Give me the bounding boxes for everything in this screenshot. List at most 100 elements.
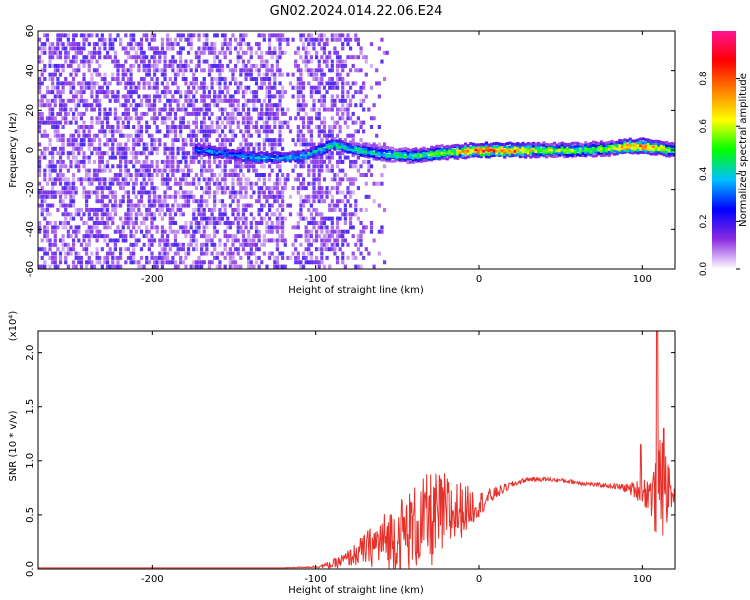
heatmap-cell	[79, 177, 84, 182]
heatmap-cell	[477, 146, 481, 150]
heatmap-cell	[241, 164, 246, 169]
heatmap-cell	[132, 46, 136, 51]
heatmap-cell	[111, 255, 115, 260]
heatmap-cell	[335, 255, 340, 260]
heatmap-cell	[119, 216, 123, 221]
heatmap-cell	[239, 85, 243, 90]
heatmap-cell	[223, 42, 227, 47]
heatmap-cell	[249, 194, 253, 199]
heatmap-cell	[299, 269, 302, 273]
heatmap-cell	[529, 151, 533, 155]
heatmap-cell	[132, 221, 136, 226]
heatmap-cell	[77, 90, 81, 95]
heatmap-cell	[163, 120, 167, 125]
heatmap-cell	[315, 260, 319, 265]
heatmap-cell	[257, 85, 261, 90]
heatmap-cell	[103, 212, 107, 217]
heatmap-cell	[163, 238, 167, 243]
heatmap-cell	[56, 177, 60, 182]
heatmap-cell	[257, 229, 261, 234]
heatmap-cell	[155, 207, 159, 212]
heatmap-cell	[215, 186, 219, 191]
heatmap-cell	[105, 81, 110, 86]
heatmap-cell	[445, 147, 449, 151]
heatmap-cell	[100, 186, 104, 191]
heatmap-cell	[325, 37, 329, 42]
heatmap-cell	[320, 199, 324, 204]
heatmap-cell	[304, 194, 308, 199]
heatmap-cell	[48, 90, 52, 95]
heatmap-cell	[121, 234, 125, 239]
heatmap-cell	[92, 98, 97, 103]
heatmap-cell	[40, 264, 44, 269]
heatmap-cell	[356, 142, 361, 146]
heatmap-cell	[98, 72, 102, 77]
heatmap-cell	[359, 125, 363, 130]
heatmap-cell	[301, 264, 306, 269]
heatmap-cell	[341, 177, 345, 182]
heatmap-cell	[207, 207, 212, 212]
heatmap-cell	[189, 111, 193, 116]
heatmap-cell	[186, 251, 191, 256]
spectrogram-y-tick-label: -20	[25, 181, 36, 197]
heatmap-cell	[244, 203, 248, 208]
heatmap-cell	[147, 94, 151, 99]
heatmap-cell	[294, 234, 298, 239]
heatmap-cell	[56, 120, 60, 125]
heatmap-cell	[338, 190, 342, 195]
heatmap-cell	[315, 238, 319, 243]
heatmap-cell	[192, 238, 196, 243]
heatmap-cell	[103, 72, 107, 77]
heatmap-cell	[119, 164, 123, 169]
heatmap-cell	[317, 159, 321, 164]
heatmap-cell	[155, 125, 159, 130]
heatmap-cell	[147, 42, 151, 47]
heatmap-cell	[74, 190, 78, 195]
heatmap-cell	[296, 111, 300, 116]
heatmap-cell	[359, 98, 363, 103]
heatmap-cell	[330, 133, 334, 138]
heatmap-cell	[320, 190, 324, 195]
heatmap-cell	[309, 255, 313, 260]
heatmap-cell	[416, 154, 421, 158]
heatmap-cell	[257, 68, 261, 73]
heatmap-cell	[166, 63, 170, 68]
heatmap-cell	[354, 164, 358, 169]
heatmap-cell	[111, 155, 115, 160]
heatmap-cell	[348, 177, 353, 182]
heatmap-cell	[71, 142, 76, 147]
heatmap-cell	[210, 98, 214, 103]
heatmap-cell	[58, 133, 63, 138]
heatmap-cell	[652, 148, 656, 152]
heatmap-cell	[166, 90, 170, 95]
heatmap-cell	[181, 225, 185, 230]
heatmap-cell	[445, 157, 449, 161]
heatmap-cell	[273, 146, 277, 151]
heatmap-cell	[602, 144, 606, 148]
heatmap-cell	[168, 242, 172, 247]
heatmap-cell	[359, 138, 363, 143]
heatmap-cell	[265, 212, 269, 217]
heatmap-cell	[48, 177, 52, 182]
heatmap-cell	[98, 207, 102, 212]
heatmap-cell	[202, 111, 206, 116]
heatmap-cell	[192, 85, 196, 90]
heatmap-cell	[220, 138, 225, 143]
heatmap-cell	[234, 207, 238, 212]
heatmap-cell	[257, 234, 261, 239]
heatmap-cell	[267, 77, 272, 82]
heatmap-cell	[64, 216, 68, 221]
heatmap-cell	[278, 125, 282, 130]
heatmap-cell	[145, 159, 149, 164]
heatmap-cell	[158, 194, 162, 199]
heatmap-cell	[142, 168, 146, 173]
heatmap-cell	[330, 81, 334, 86]
heatmap-cell	[152, 264, 157, 269]
heatmap-cell	[150, 221, 154, 226]
heatmap-cell	[40, 190, 44, 195]
heatmap-cell	[534, 146, 538, 150]
heatmap-cell	[90, 90, 94, 95]
heatmap-cell	[207, 133, 212, 138]
heatmap-cell	[278, 129, 282, 134]
heatmap-cell	[364, 147, 368, 151]
